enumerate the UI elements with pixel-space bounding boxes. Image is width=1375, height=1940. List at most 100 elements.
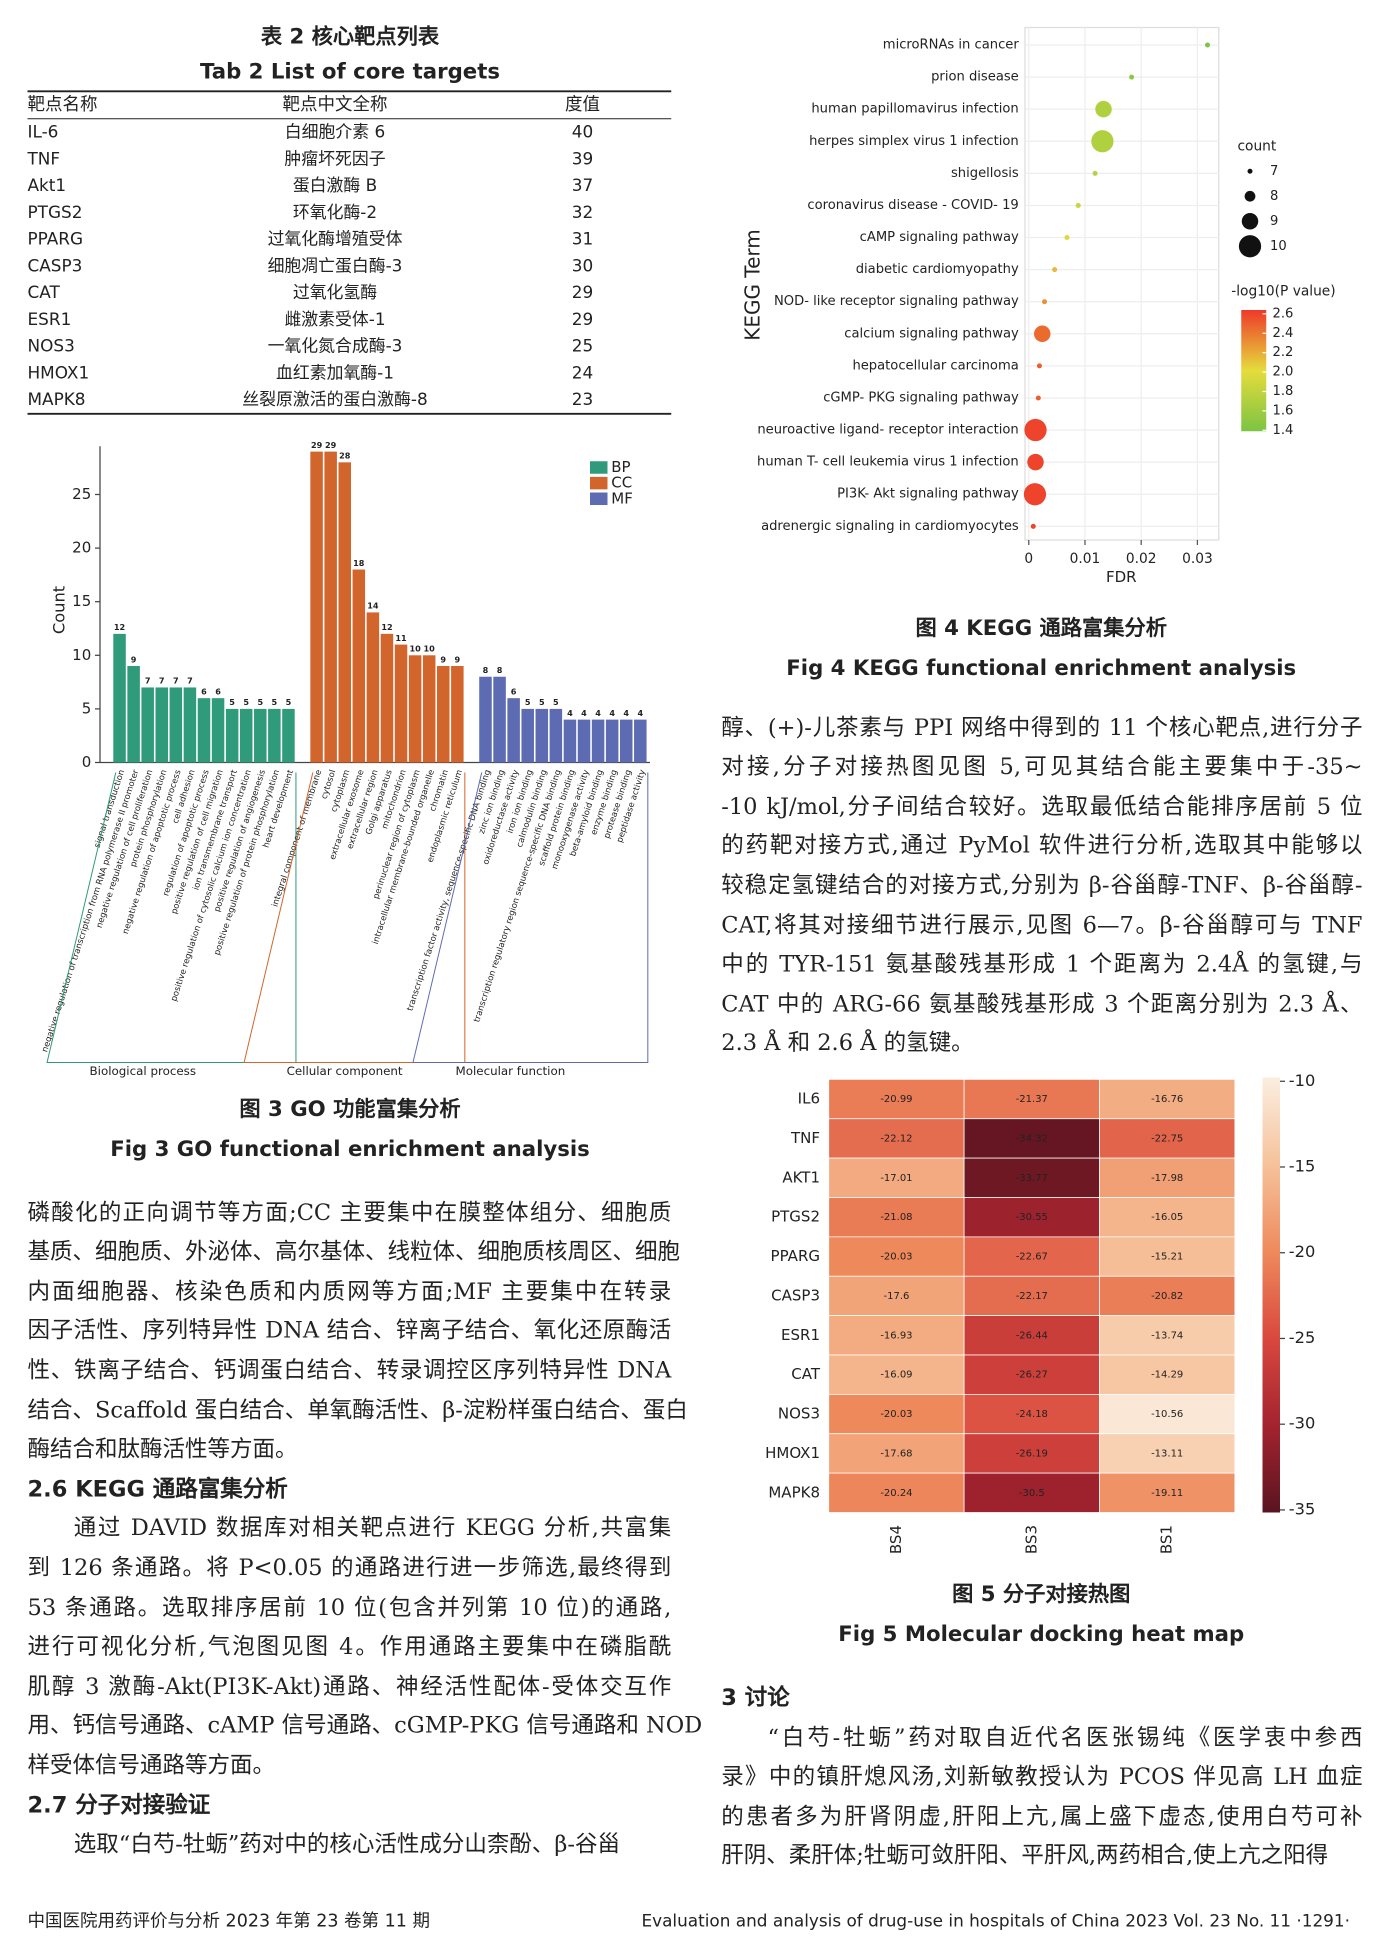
table-cell: MAPK8 xyxy=(28,389,86,409)
value-label: 5 xyxy=(539,697,545,707)
y-tick-label: NOD- like receptor signaling pathway xyxy=(774,294,1019,309)
group-label: Cellular component xyxy=(287,1064,403,1078)
cell-label: -20.03 xyxy=(880,1409,912,1420)
bar xyxy=(408,655,422,763)
y-tick-label: calcium signaling pathway xyxy=(844,326,1019,341)
text-line: 肌醇 3 激酶-Akt(PI3K-Akt)通路、神经活性配体-受体交互作 xyxy=(27,1673,672,1700)
table-cell: NOS3 xyxy=(28,336,75,356)
x-axis-label: FDR xyxy=(1106,568,1137,586)
table-cell: 血红素加氧酶-1 xyxy=(276,362,394,382)
cell-label: -26.19 xyxy=(1016,1448,1048,1459)
figure-caption: 图 4 KEGG 通路富集分析 xyxy=(915,615,1167,641)
heat-cell xyxy=(963,1236,1100,1277)
value-label: 12 xyxy=(381,622,392,632)
text-line: 到 126 条通路。将 P<0.05 的通路进行进一步筛选,最终得到 xyxy=(27,1554,672,1582)
bar xyxy=(324,451,337,763)
y-tick-label: 0 xyxy=(82,753,92,771)
cell-label: -16.05 xyxy=(1151,1212,1183,1223)
heat-cell xyxy=(828,1118,965,1159)
bar xyxy=(338,462,351,763)
value-label: 29 xyxy=(325,440,337,450)
figure-caption: 图 5 分子对接热图 xyxy=(952,1581,1130,1607)
bubble xyxy=(1034,325,1051,343)
heat-cell xyxy=(828,1236,965,1277)
legend-bubble xyxy=(1238,235,1262,258)
table-cell: CASP3 xyxy=(28,255,83,275)
value-label: 6 xyxy=(201,686,207,696)
figure-caption: 图 3 GO 功能富集分析 xyxy=(239,1096,460,1122)
cell-label: -17.98 xyxy=(1151,1173,1183,1184)
value-label: 10 xyxy=(409,644,421,654)
row-label: PTGS2 xyxy=(771,1208,820,1226)
value-label: 4 xyxy=(567,708,573,718)
cell-label: -13.11 xyxy=(1151,1448,1183,1459)
section-heading: 2.7 分子对接验证 xyxy=(27,1791,211,1819)
x-tick-label: 0.02 xyxy=(1126,551,1157,567)
table-header: 靶点中文全称 xyxy=(283,95,388,115)
table-cell: 31 xyxy=(572,229,593,249)
bubble xyxy=(1027,453,1044,471)
value-label: 6 xyxy=(215,686,221,696)
cell-label: -17.68 xyxy=(880,1448,912,1459)
row-label: ESR1 xyxy=(781,1326,820,1344)
x-tick-label: 0.03 xyxy=(1182,551,1213,567)
bubble xyxy=(1042,299,1048,305)
row-label: TNF xyxy=(790,1129,820,1147)
section-heading: 2.6 KEGG 通路富集分析 xyxy=(27,1475,288,1503)
bar xyxy=(352,569,366,763)
cell-label: -34.32 xyxy=(1016,1133,1048,1144)
row-label: HMOX1 xyxy=(765,1444,820,1462)
cell-label: -26.27 xyxy=(1016,1370,1048,1381)
heat-cell xyxy=(963,1118,1100,1159)
text-line: 基质、细胞质、外泌体、高尔基体、线粒体、细胞质核周区、细胞 xyxy=(27,1238,681,1266)
text-line: 酶结合和肽酶活性等方面。 xyxy=(27,1436,298,1463)
color-tick-label: 2.4 xyxy=(1273,326,1294,341)
bar xyxy=(437,666,450,763)
text-line: 53 条通路。选取排序居前 10 位(包含并列第 10 位)的通路, xyxy=(27,1594,672,1621)
bar xyxy=(141,687,154,763)
bar xyxy=(507,698,520,763)
bar xyxy=(394,644,408,763)
legend-swatch xyxy=(590,461,608,474)
text-line: 用、钙信号通路、cAMP 信号通路、cGMP-PKG 信号通路和 NOD xyxy=(27,1712,703,1740)
heat-cell xyxy=(828,1275,965,1316)
legend-label: CC xyxy=(611,474,632,492)
table-cell: Akt1 xyxy=(28,175,67,195)
bubble xyxy=(1095,100,1112,118)
bar xyxy=(254,708,267,763)
color-tick-label: -10 xyxy=(1289,1071,1316,1090)
bar xyxy=(451,666,464,763)
table-cell: 丝裂原激活的蛋白激酶-8 xyxy=(242,389,427,409)
cell-label: -10.56 xyxy=(1151,1409,1183,1420)
text-line: 录》中的镇肝熄风汤,刘新敏教授认为 PCOS 伴见高 LH 血症 xyxy=(721,1763,1363,1791)
color-tick-label: 1.4 xyxy=(1273,423,1294,438)
value-label: 7 xyxy=(187,676,193,686)
y-tick-label: shigellosis xyxy=(951,166,1019,181)
bubble xyxy=(1052,267,1058,273)
bubble xyxy=(1091,130,1114,153)
row-label: MAPK8 xyxy=(768,1483,820,1501)
table-cell: 过氧化酶增殖受体 xyxy=(268,229,403,249)
text-line: 中的 TYR-151 氨基酸残基形成 1 个距离为 2.4Å 的氢键,与 xyxy=(721,951,1363,978)
heat-cell xyxy=(828,1354,965,1395)
bar xyxy=(634,719,647,763)
color-tick-label: 1.6 xyxy=(1273,403,1294,418)
bubble xyxy=(1129,74,1135,80)
color-tick-label: 1.8 xyxy=(1273,384,1294,399)
table-cell: 32 xyxy=(572,202,593,222)
value-label: 8 xyxy=(483,665,489,675)
table-cell: 白细胞介素 6 xyxy=(285,122,385,142)
row-label: CASP3 xyxy=(771,1286,820,1304)
y-tick-label: diabetic cardiomyopathy xyxy=(856,262,1019,277)
text-line: 对接,分子对接热图见图 5,可见其结合能主要集中于-35~ xyxy=(721,753,1363,781)
value-label: 4 xyxy=(637,708,643,718)
table-cell: IL-6 xyxy=(28,122,59,142)
heat-cell xyxy=(1099,1275,1236,1316)
group-bracket xyxy=(46,772,297,1063)
bubble xyxy=(1035,395,1041,401)
value-label: 14 xyxy=(367,601,379,611)
heat-cell xyxy=(828,1079,965,1120)
text-line: 的患者多为肝肾阴虚,肝阳上亢,属上盛下虚态,使用白芍可补 xyxy=(721,1803,1363,1830)
heat-cell xyxy=(963,1433,1100,1474)
